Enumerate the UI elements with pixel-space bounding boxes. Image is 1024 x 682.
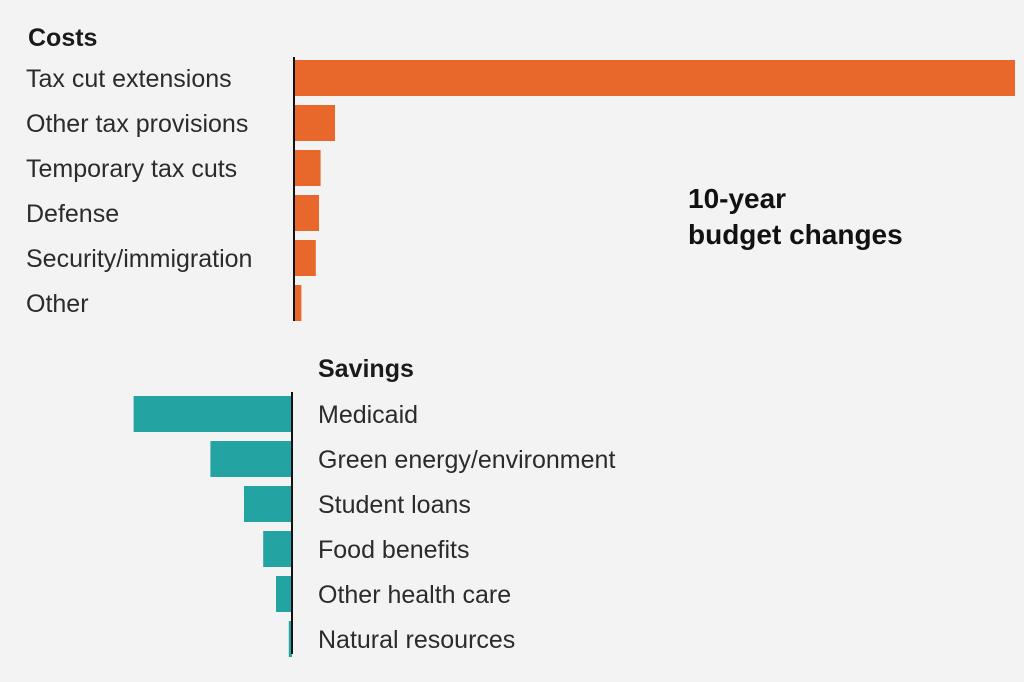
savings-label-medicaid: Medicaid	[318, 401, 418, 429]
costs-bar-security-immigration	[295, 240, 316, 276]
savings-labels: Medicaid Green energy/environment Student …	[318, 401, 615, 654]
costs-label-tax-cut-extensions: Tax cut extensions	[26, 65, 232, 93]
savings-bar-medicaid	[133, 396, 292, 432]
costs-bar-tax-cut-extensions	[295, 60, 1015, 96]
costs-bar-defense	[295, 195, 319, 231]
savings-heading: Savings	[318, 355, 414, 383]
annotation-line-2: budget changes	[688, 219, 903, 250]
savings-label-food-benefits: Food benefits	[318, 536, 470, 564]
costs-bar-other-tax-provisions	[295, 105, 335, 141]
costs-bars	[295, 60, 1015, 321]
savings-bar-food-benefits	[263, 531, 292, 567]
savings-label-other-health-care: Other health care	[318, 581, 511, 609]
savings-bars	[133, 396, 292, 657]
savings-bar-green-energy-environment	[210, 441, 292, 477]
costs-labels: Tax cut extensions Other tax provisions Te…	[26, 65, 252, 318]
annotation-line-1: 10-year	[688, 183, 786, 214]
costs-heading: Costs	[28, 24, 97, 52]
savings-label-green-energy-environment: Green energy/environment	[318, 446, 615, 474]
savings-bar-natural-resources	[288, 621, 292, 657]
costs-bar-other	[295, 285, 302, 321]
costs-label-other-tax-provisions: Other tax provisions	[26, 110, 248, 138]
costs-label-other: Other	[26, 290, 89, 318]
costs-label-defense: Defense	[26, 200, 119, 228]
costs-label-temporary-tax-cuts: Temporary tax cuts	[26, 155, 237, 183]
savings-label-natural-resources: Natural resources	[318, 626, 515, 654]
savings-bar-other-health-care	[276, 576, 292, 612]
costs-bar-temporary-tax-cuts	[295, 150, 321, 186]
savings-label-student-loans: Student loans	[318, 491, 471, 519]
savings-bar-student-loans	[244, 486, 292, 522]
costs-label-security-immigration: Security/immigration	[26, 245, 252, 273]
